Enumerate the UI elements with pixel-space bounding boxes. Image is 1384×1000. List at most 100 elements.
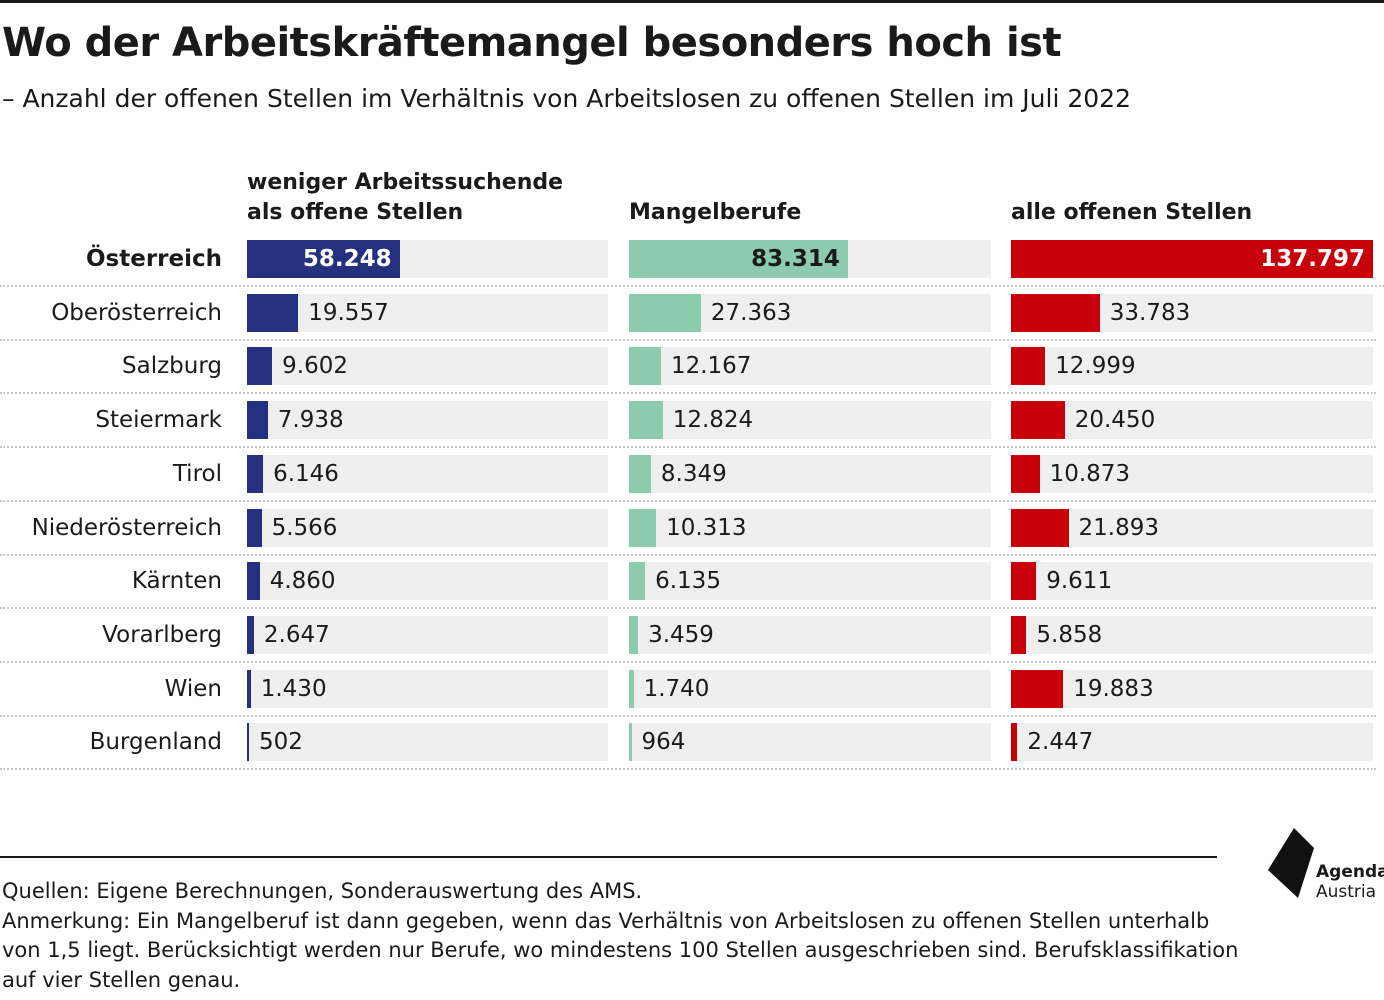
- bar-wien-series-3: [1011, 670, 1064, 708]
- bar-track: [629, 723, 991, 761]
- bar-track: [1011, 347, 1373, 385]
- bar-vorarlberg-series-3: [1011, 616, 1027, 654]
- row-divider: [0, 661, 1376, 663]
- bar-kaernten-series-3: [1011, 562, 1037, 600]
- value-label-wien-series-1: 1.430: [260, 676, 327, 702]
- bar-vorarlberg-series-1: [247, 616, 254, 654]
- bar-track: [1011, 670, 1373, 708]
- bar-track: [629, 347, 991, 385]
- row-divider: [0, 500, 1376, 502]
- row-label-vorarlberg: Vorarlberg: [102, 622, 222, 648]
- row-divider: [0, 607, 1376, 609]
- value-label-vorarlberg-series-1: 2.647: [263, 622, 330, 648]
- bar-salzburg-series-1: [247, 347, 273, 385]
- top-rule: [0, 0, 1384, 3]
- bar-burgenland-series-2: [629, 723, 632, 761]
- bar-tirol-series-2: [629, 455, 651, 493]
- bar-niederoesterreich-series-1: [247, 509, 262, 547]
- bar-wien-series-2: [629, 670, 634, 708]
- bar-track: [247, 347, 608, 385]
- chart-subtitle: – Anzahl der offenen Stellen im Verhältn…: [2, 84, 1131, 113]
- bar-oberoesterreich-series-1: [247, 294, 299, 332]
- row-label-wien: Wien: [164, 676, 222, 702]
- value-label-oberoesterreich-series-2: 27.363: [710, 300, 792, 326]
- bar-wien-series-1: [247, 670, 251, 708]
- row-divider: [0, 768, 1376, 770]
- agenda-austria-logo: Agenda Austria: [1316, 862, 1384, 902]
- chart-footer: Quellen: Eigene Berechnungen, Sonderausw…: [2, 877, 1252, 995]
- column-header-mangelberufe: Mangelberufe: [629, 200, 802, 225]
- bar-track: [247, 455, 608, 493]
- value-label-steiermark-series-2: 12.824: [672, 407, 754, 433]
- bar-tirol-series-1: [247, 455, 264, 493]
- value-label-tirol-series-2: 8.349: [660, 461, 727, 487]
- value-label-vorarlberg-series-2: 3.459: [648, 622, 714, 648]
- bar-oesterreich-series-2: [629, 240, 848, 278]
- bar-track: [247, 401, 608, 439]
- value-label-tirol-series-3: 10.873: [1049, 461, 1131, 487]
- bar-oberoesterreich-series-2: [629, 294, 701, 332]
- bar-track: [247, 294, 608, 332]
- value-label-burgenland-series-2: 964: [641, 729, 686, 755]
- source-note: Quellen: Eigene Berechnungen, Sonderausw…: [2, 879, 643, 903]
- bar-steiermark-series-1: [247, 401, 268, 439]
- value-label-salzburg-series-3: 12.999: [1055, 353, 1136, 379]
- footer-rule: [0, 856, 1217, 858]
- bar-track: [247, 509, 608, 547]
- row-label-burgenland: Burgenland: [89, 729, 222, 755]
- bar-oesterreich-series-1: [247, 240, 400, 278]
- row-label-steiermark: Steiermark: [95, 407, 222, 433]
- value-label-niederoesterreich-series-1: 5.566: [271, 515, 338, 541]
- bar-burgenland-series-3: [1011, 723, 1018, 761]
- bar-salzburg-series-3: [1011, 347, 1046, 385]
- bar-track: [247, 723, 608, 761]
- bar-track: [629, 401, 991, 439]
- value-label-steiermark-series-3: 20.450: [1074, 407, 1156, 433]
- bar-track: [629, 616, 991, 654]
- value-label-niederoesterreich-series-2: 10.313: [666, 515, 747, 541]
- value-label-kaernten-series-2: 6.135: [655, 568, 721, 594]
- value-label-wien-series-3: 19.883: [1073, 676, 1154, 702]
- value-label-burgenland-series-1: 502: [259, 729, 303, 755]
- bar-steiermark-series-3: [1011, 401, 1065, 439]
- bar-niederoesterreich-series-3: [1011, 509, 1069, 547]
- bar-niederoesterreich-series-2: [629, 509, 657, 547]
- value-label-oberoesterreich-series-3: 33.783: [1109, 300, 1191, 326]
- bar-kaernten-series-2: [629, 562, 646, 600]
- bar-track: [247, 616, 608, 654]
- row-divider: [0, 554, 1376, 556]
- bar-track: [629, 562, 991, 600]
- methodology-note: Anmerkung: Ein Mangelberuf ist dann gege…: [2, 908, 1239, 992]
- value-label-burgenland-series-3: 2.447: [1027, 729, 1094, 755]
- bar-track: [1011, 616, 1373, 654]
- value-label-oesterreich-series-2: 83.314: [751, 246, 840, 272]
- logo-line-1: Agenda: [1316, 862, 1384, 882]
- bar-burgenland-series-1: [247, 723, 249, 761]
- value-label-tirol-series-1: 6.146: [273, 461, 339, 487]
- value-label-vorarlberg-series-3: 5.858: [1036, 622, 1103, 648]
- column-header-alle-offenen-stellen: alle offenen Stellen: [1011, 200, 1253, 225]
- value-label-wien-series-2: 1.740: [643, 676, 710, 702]
- row-label-oberoesterreich: Oberösterreich: [51, 300, 222, 326]
- bar-vorarlberg-series-2: [629, 616, 639, 654]
- bar-track: [247, 562, 608, 600]
- bar-track: [1011, 723, 1373, 761]
- bar-steiermark-series-2: [629, 401, 663, 439]
- value-label-oesterreich-series-1: 58.248: [302, 246, 392, 272]
- bar-track: [1011, 401, 1373, 439]
- row-label-oesterreich: Österreich: [85, 246, 222, 272]
- bar-track: [1011, 562, 1373, 600]
- bar-oesterreich-series-3: [1011, 240, 1373, 278]
- row-divider: [0, 715, 1376, 717]
- agenda-austria-logo-icon: [1268, 828, 1314, 898]
- bar-chart-panels: Österreich 58.248 83.314 137.797 Oberösterre…: [0, 232, 1384, 772]
- chart-title: Wo der Arbeitskräftemangel besonders hoc…: [2, 20, 1062, 66]
- bar-track: [247, 670, 608, 708]
- value-label-niederoesterreich-series-3: 21.893: [1078, 515, 1159, 541]
- value-label-salzburg-series-1: 9.602: [282, 353, 348, 379]
- value-label-kaernten-series-3: 9.611: [1046, 568, 1113, 594]
- row-label-tirol: Tirol: [172, 461, 222, 487]
- value-label-kaernten-series-1: 4.860: [269, 568, 336, 594]
- bar-kaernten-series-1: [247, 562, 260, 600]
- bar-track: [629, 455, 991, 493]
